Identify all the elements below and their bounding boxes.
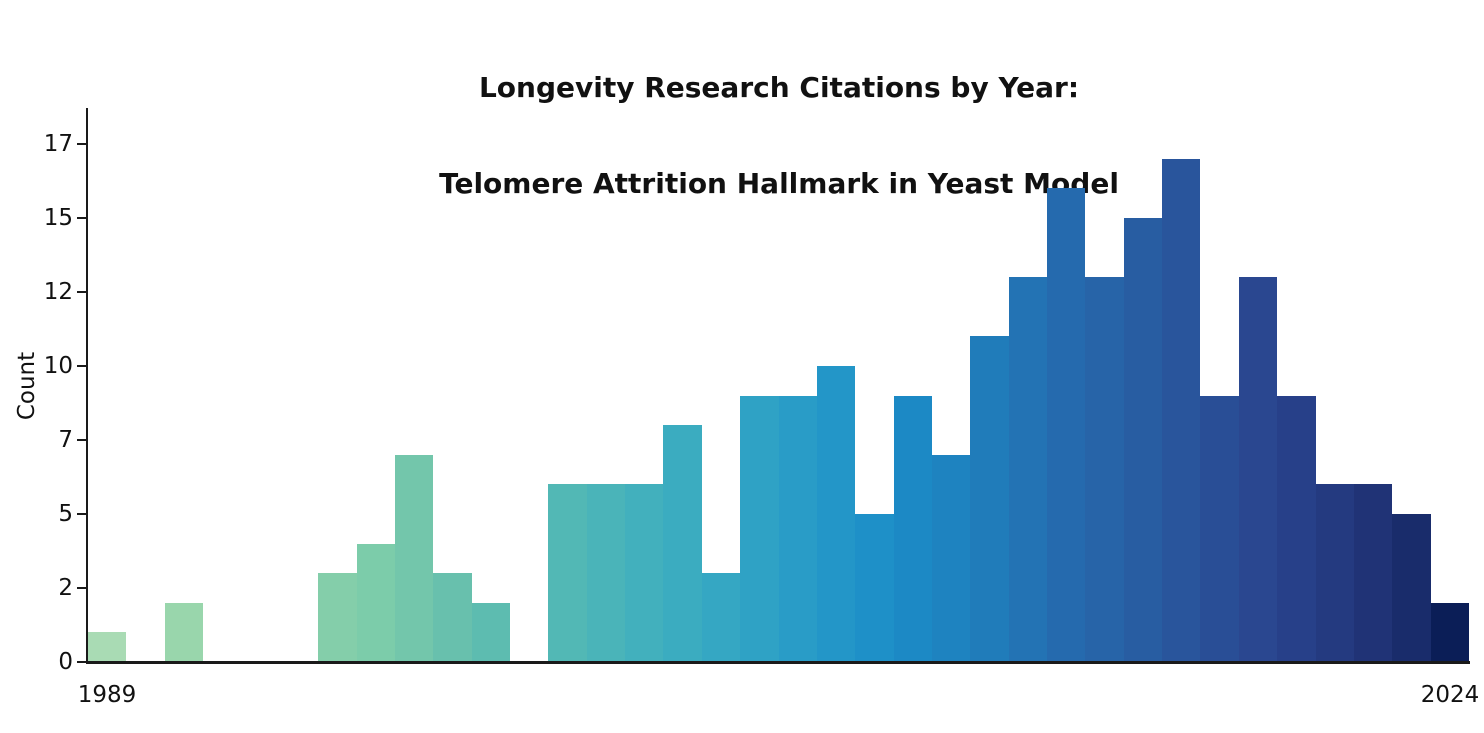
y-tick-mark <box>77 661 86 663</box>
bar-2014 <box>1047 188 1085 662</box>
bar-2008 <box>817 366 855 662</box>
bar-2010 <box>894 396 932 662</box>
bar-2013 <box>1009 277 1047 662</box>
chart-title-line1: Longevity Research Citations by Year: <box>478 71 1080 104</box>
x-tick-label-1989: 1989 <box>77 682 137 708</box>
y-tick-label-12: 12 <box>43 279 73 305</box>
bar-1997 <box>395 455 433 662</box>
bar-2020 <box>1277 396 1316 662</box>
y-axis-spine <box>86 108 88 664</box>
chart-title: Longevity Research Citations by Year: Te… <box>88 8 1470 264</box>
bar-1999 <box>472 603 510 662</box>
bar-1995 <box>318 573 357 662</box>
y-axis-label: Count <box>14 351 40 421</box>
bar-2006 <box>740 396 779 662</box>
y-tick-label-7: 7 <box>58 427 73 453</box>
y-tick-mark <box>77 365 86 367</box>
chart-title-line2: Telomere Attrition Hallmark in Yeast Mod… <box>439 167 1119 200</box>
bar-2012 <box>970 336 1009 662</box>
y-tick-mark <box>77 513 86 515</box>
bar-2015 <box>1085 277 1124 662</box>
bar-2022 <box>1354 484 1392 662</box>
y-tick-mark <box>77 587 86 589</box>
bar-2002 <box>587 484 625 662</box>
bar-2018 <box>1200 396 1239 662</box>
bar-2017 <box>1162 159 1200 662</box>
bar-2019 <box>1239 277 1277 662</box>
y-tick-label-17: 17 <box>43 131 73 157</box>
bar-1991 <box>165 603 203 662</box>
bar-2016 <box>1124 218 1162 662</box>
bar-2009 <box>855 514 894 662</box>
x-axis-spine <box>86 661 1470 664</box>
y-tick-label-10: 10 <box>43 353 73 379</box>
bar-1989 <box>88 632 126 662</box>
y-tick-mark <box>77 291 86 293</box>
y-tick-label-15: 15 <box>43 205 73 231</box>
bar-2011 <box>932 455 970 662</box>
bar-2024 <box>1431 603 1469 662</box>
x-tick-label-2024: 2024 <box>1420 682 1480 708</box>
y-tick-mark <box>77 143 86 145</box>
bar-2004 <box>663 425 702 662</box>
bar-2007 <box>779 396 817 662</box>
bar-2001 <box>548 484 587 662</box>
bar-1998 <box>433 573 472 662</box>
y-tick-mark <box>77 217 86 219</box>
bar-1996 <box>357 544 395 662</box>
y-tick-label-0: 0 <box>58 649 73 675</box>
bar-2023 <box>1392 514 1431 662</box>
bar-2005 <box>702 573 740 662</box>
y-tick-label-5: 5 <box>58 501 73 527</box>
bar-2003 <box>625 484 663 662</box>
bar-2021 <box>1316 484 1354 662</box>
y-tick-mark <box>77 439 86 441</box>
y-tick-label-2: 2 <box>58 575 73 601</box>
